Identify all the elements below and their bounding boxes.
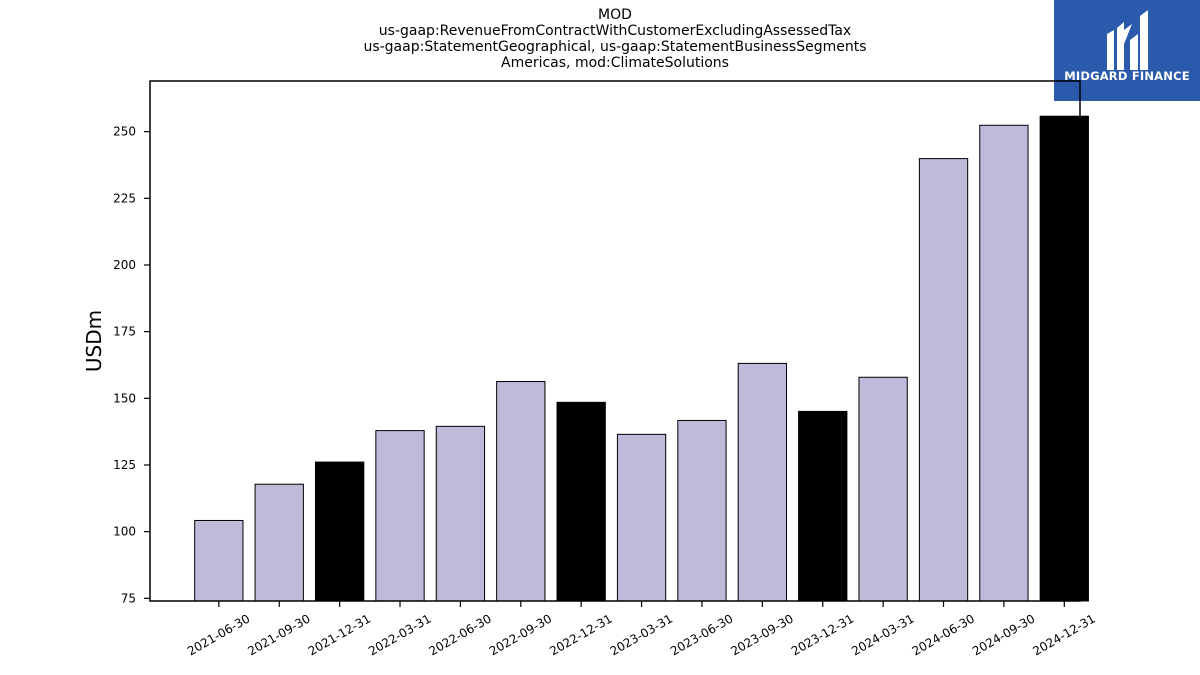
x-tick-label: 2021-06-30 — [185, 611, 252, 658]
x-axis: 2021-06-302021-09-302021-12-312022-03-31… — [185, 601, 1098, 658]
midgard-m-icon — [1107, 10, 1148, 70]
bar-2022-06-30 — [435, 425, 486, 602]
plot-frame — [149, 80, 1081, 602]
bar-2023-03-31 — [616, 433, 667, 602]
x-tick-label: 2023-06-30 — [668, 611, 735, 658]
midgard-finance-logo: MIDGARD FINANCE — [1054, 0, 1200, 101]
bar-2024-12-31 — [1039, 115, 1089, 602]
x-tick-label: 2023-09-30 — [728, 611, 795, 658]
x-tick-label: 2022-09-30 — [487, 611, 554, 658]
x-tick-label: 2022-03-31 — [366, 611, 433, 658]
y-tick-label: 125 — [113, 458, 136, 472]
bar-2023-12-31 — [798, 410, 848, 602]
bar-2022-12-31 — [556, 401, 606, 602]
x-tick-label: 2024-12-31 — [1030, 611, 1097, 658]
y-tick-label: 200 — [113, 258, 136, 272]
x-tick-label: 2023-03-31 — [608, 611, 675, 658]
bars-group — [194, 115, 1089, 602]
y-tick-label: 100 — [113, 525, 136, 539]
chart-title-line-1: MOD — [598, 7, 632, 23]
logo-background — [1054, 0, 1200, 101]
x-tick-label: 2021-12-31 — [306, 611, 373, 658]
chart-title-line-4: Americas, mod:ClimateSolutions — [501, 55, 729, 71]
y-axis: 75 100 125 150 175 200 225 250 — [113, 125, 150, 605]
logo-text: MIDGARD FINANCE — [1064, 69, 1190, 83]
bar-2023-09-30 — [737, 362, 788, 602]
chart-title-line-3: us-gaap:StatementGeographical, us-gaap:S… — [363, 39, 867, 55]
y-axis-label: USDm — [82, 310, 106, 372]
bar-2022-03-31 — [375, 430, 425, 602]
bar-2021-12-31 — [314, 461, 365, 602]
y-tick-label: 225 — [113, 191, 136, 205]
chart-title-line-2: us-gaap:RevenueFromContractWithCustomerE… — [378, 23, 852, 39]
bar-2021-09-30 — [254, 483, 304, 602]
bar-2024-03-31 — [858, 376, 908, 602]
x-tick-label: 2024-09-30 — [970, 611, 1037, 658]
x-tick-label: 2024-06-30 — [910, 611, 977, 658]
bar-2024-06-30 — [918, 158, 969, 602]
x-tick-label: 2023-12-31 — [789, 611, 856, 658]
x-tick-label: 2022-06-30 — [426, 611, 493, 658]
x-tick-label: 2022-12-31 — [547, 611, 614, 658]
bar-2023-06-30 — [677, 419, 727, 602]
y-tick-label: 150 — [113, 391, 136, 405]
x-tick-label: 2021-09-30 — [245, 611, 312, 658]
y-tick-label: 175 — [113, 325, 136, 339]
bar-2022-09-30 — [496, 381, 546, 602]
y-tick-label: 250 — [113, 125, 136, 139]
bar-2024-09-30 — [979, 124, 1029, 602]
bar-2021-06-30 — [194, 519, 244, 602]
y-tick-label: 75 — [121, 591, 136, 605]
chart-title: MOD us-gaap:RevenueFromContractWithCusto… — [150, 7, 1080, 71]
x-tick-label: 2024-03-31 — [849, 611, 916, 658]
